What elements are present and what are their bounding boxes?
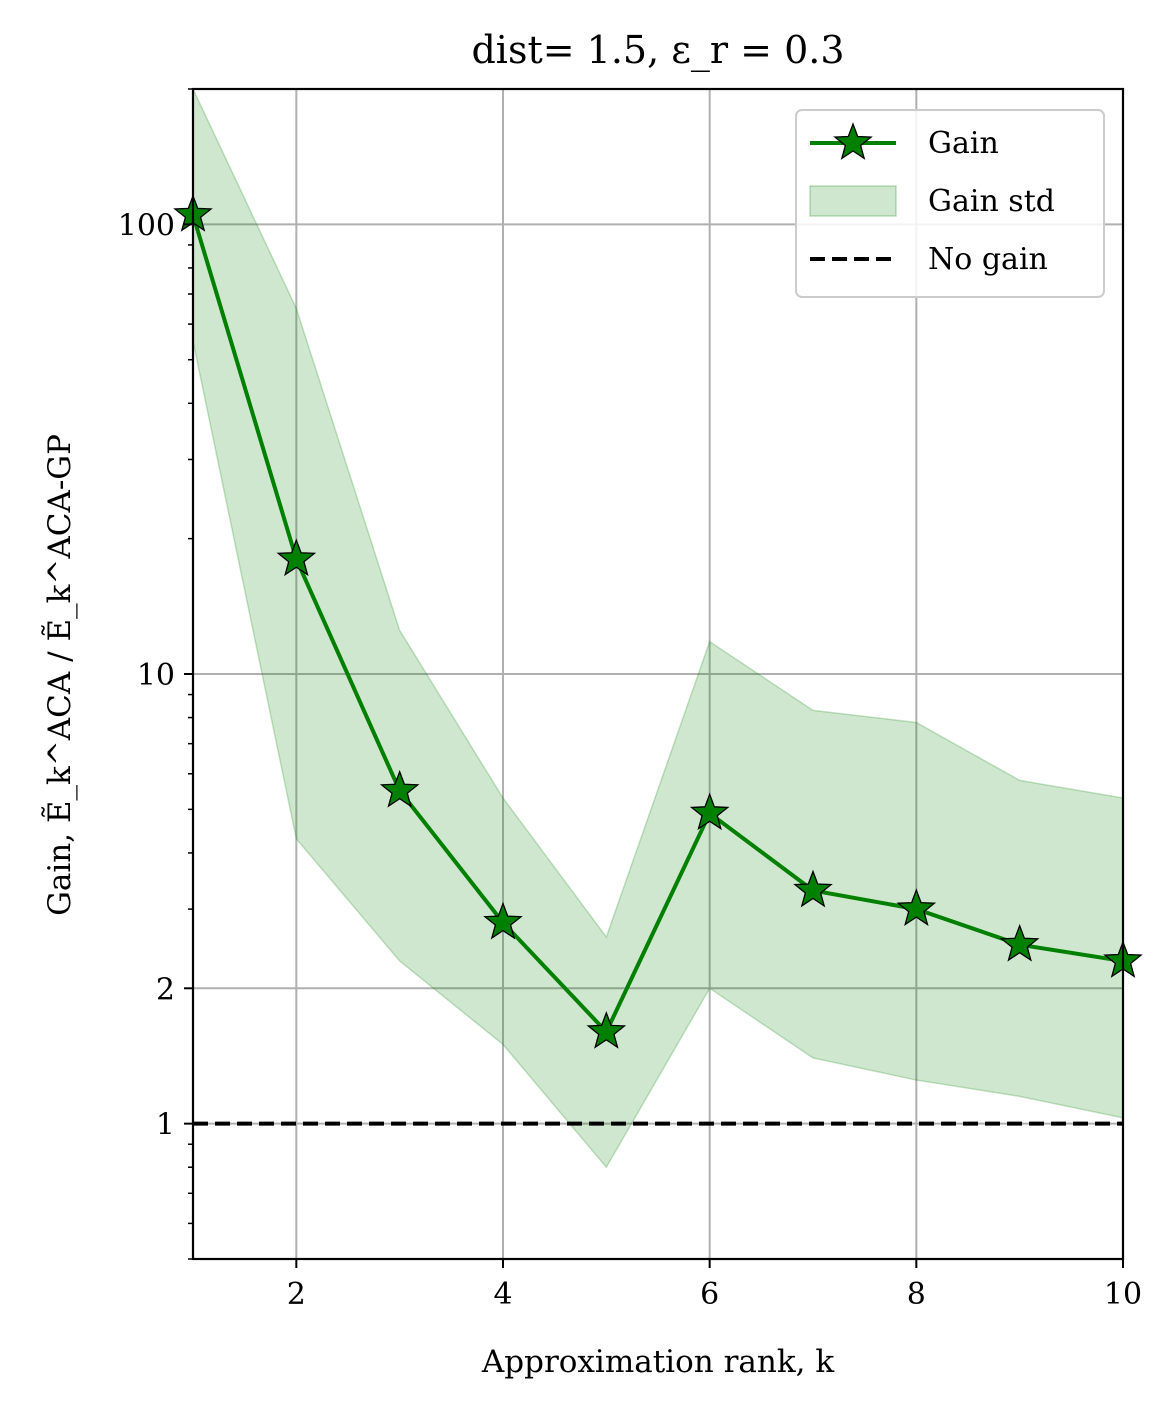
legend-std-swatch bbox=[809, 185, 897, 217]
legend-std-label: Gain std bbox=[928, 184, 1055, 219]
x-tick-label: 10 bbox=[1104, 1277, 1142, 1312]
x-axis-label: Approximation rank, k bbox=[481, 1344, 834, 1380]
legend-gain-label: Gain bbox=[928, 126, 999, 161]
legend-nogain-label: No gain bbox=[928, 242, 1048, 277]
chart-title: dist= 1.5, ε_r = 0.3 bbox=[471, 28, 844, 73]
legend-gain-swatch-marker bbox=[833, 122, 873, 160]
x-tick-label: 2 bbox=[287, 1277, 306, 1312]
gain-point bbox=[379, 769, 420, 808]
y-tick-label: 100 bbox=[118, 208, 175, 243]
gain-point bbox=[793, 869, 833, 908]
gain-point bbox=[999, 923, 1040, 962]
gain-point bbox=[276, 538, 317, 577]
gain-point bbox=[689, 792, 730, 831]
gain-point bbox=[586, 1011, 627, 1049]
legend-box bbox=[795, 109, 1105, 298]
y-tick-label: 1 bbox=[156, 1108, 175, 1143]
legend: Gain Gain std No gain bbox=[795, 109, 1105, 298]
x-tick-label: 8 bbox=[907, 1277, 926, 1312]
y-tick-label: 2 bbox=[156, 972, 175, 1007]
gain-point bbox=[483, 901, 523, 940]
data-layer bbox=[193, 89, 1123, 1169]
x-tick-label: 4 bbox=[493, 1277, 512, 1312]
x-tick-label: 6 bbox=[700, 1277, 719, 1312]
y-axis-label: Gain, Ẽ_k^ACA / Ẽ_k^ACA-GP bbox=[40, 434, 78, 916]
std-band bbox=[193, 89, 1123, 1169]
gain-line bbox=[193, 214, 1123, 1036]
y-tick-label: 10 bbox=[137, 658, 175, 693]
gain-point bbox=[896, 888, 937, 926]
